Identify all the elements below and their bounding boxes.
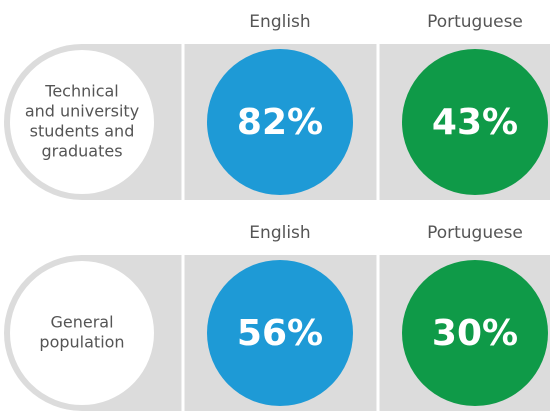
group-label: and university xyxy=(25,102,139,121)
value-circle xyxy=(207,260,353,406)
value-circle xyxy=(402,260,548,406)
label-circle xyxy=(4,255,160,411)
value-label: 56% xyxy=(237,313,323,354)
column-header: English xyxy=(249,223,310,243)
value-circle xyxy=(402,49,548,195)
group-label: students and xyxy=(30,122,135,141)
group-label: graduates xyxy=(41,142,122,161)
label-circle xyxy=(4,44,160,200)
value-label: 30% xyxy=(432,313,518,354)
column-header: Portuguese xyxy=(427,12,523,32)
group-label: General xyxy=(50,313,113,332)
column-header: Portuguese xyxy=(427,223,523,243)
value-label: 82% xyxy=(237,102,323,143)
group-label: Technical xyxy=(44,82,118,101)
value-circle xyxy=(207,49,353,195)
value-label: 43% xyxy=(432,102,518,143)
column-header: English xyxy=(249,12,310,32)
group-label: population xyxy=(39,333,124,352)
